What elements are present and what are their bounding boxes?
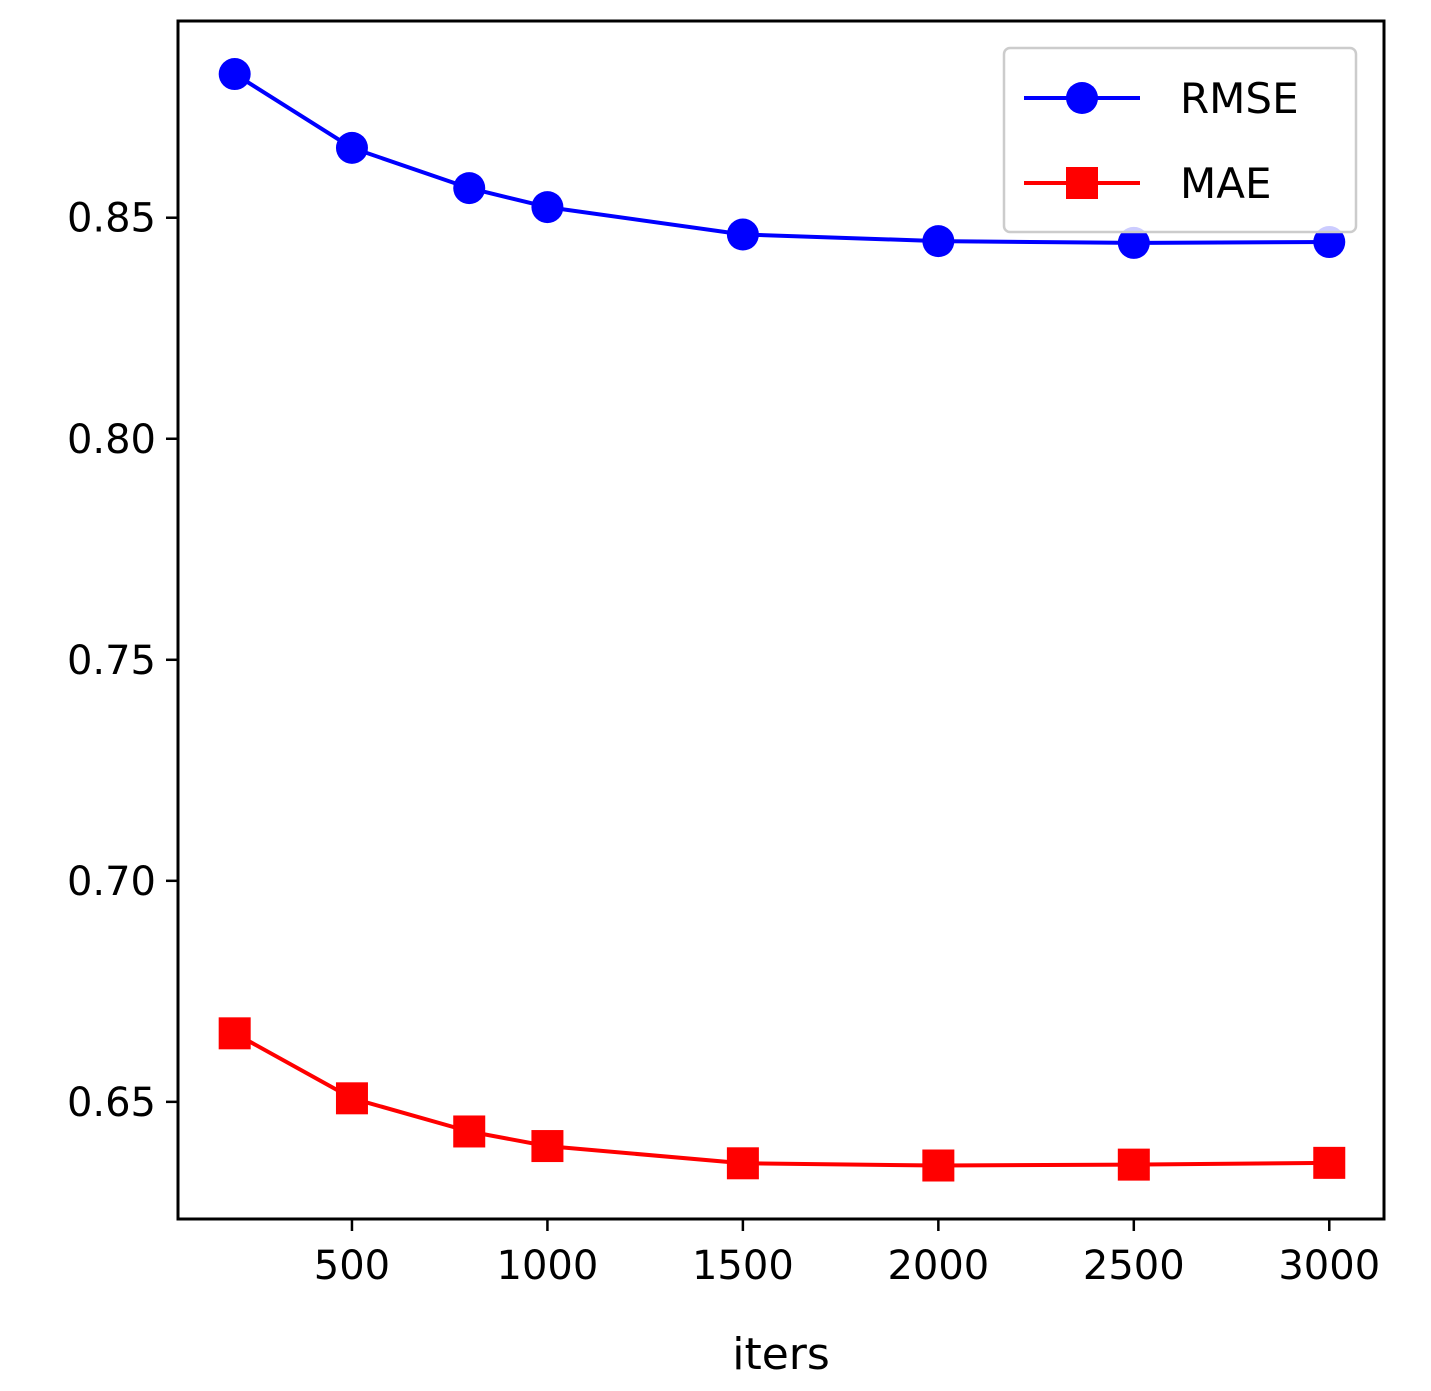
data-point-mae bbox=[1117, 1148, 1150, 1181]
data-point-mae bbox=[218, 1017, 251, 1050]
x-tick-label: 500 bbox=[314, 1243, 390, 1289]
series-layer bbox=[218, 58, 1346, 1182]
data-point-mae bbox=[1313, 1146, 1346, 1179]
data-point-rmse bbox=[218, 58, 251, 91]
series-line-mae bbox=[233, 1031, 1330, 1168]
data-point-mae bbox=[335, 1082, 368, 1115]
legend-marker-mae bbox=[1066, 167, 1098, 199]
data-point-mae bbox=[726, 1147, 759, 1180]
x-tick-label: 3000 bbox=[1278, 1243, 1380, 1289]
x-tick-label: 2000 bbox=[887, 1243, 989, 1289]
data-point-rmse bbox=[1117, 226, 1150, 259]
data-point-rmse bbox=[335, 131, 368, 164]
y-tick-label: 0.65 bbox=[67, 1080, 156, 1126]
y-tick-label: 0.75 bbox=[67, 638, 156, 684]
data-point-rmse bbox=[453, 172, 486, 205]
legend-marker-rmse bbox=[1066, 82, 1098, 114]
y-tick-label: 0.85 bbox=[67, 196, 156, 242]
data-point-mae bbox=[922, 1149, 955, 1182]
x-tick-label: 2500 bbox=[1083, 1243, 1185, 1289]
x-tick-label: 1500 bbox=[692, 1243, 794, 1289]
legend: RMSE MAE bbox=[1002, 46, 1358, 234]
y-axis: 0.65 0.70 0.75 0.80 0.85 bbox=[67, 196, 178, 1126]
y-tick-label: 0.80 bbox=[67, 417, 156, 463]
legend-label-mae: MAE bbox=[1180, 159, 1272, 208]
data-point-rmse bbox=[726, 218, 759, 251]
legend-label-rmse: RMSE bbox=[1180, 74, 1299, 123]
y-tick-label: 0.70 bbox=[67, 859, 156, 905]
series-line-rmse bbox=[233, 72, 1330, 245]
data-point-mae bbox=[453, 1115, 486, 1148]
data-point-rmse bbox=[1313, 226, 1346, 259]
x-axis: 500 1000 1500 2000 2500 3000 bbox=[314, 1219, 1380, 1289]
x-tick-label: 1000 bbox=[497, 1243, 599, 1289]
data-point-rmse bbox=[922, 225, 955, 258]
data-point-mae bbox=[531, 1130, 564, 1163]
plot-area-frame bbox=[176, 19, 1386, 1221]
data-point-rmse bbox=[531, 191, 564, 224]
x-axis-label: iters bbox=[732, 1329, 830, 1380]
